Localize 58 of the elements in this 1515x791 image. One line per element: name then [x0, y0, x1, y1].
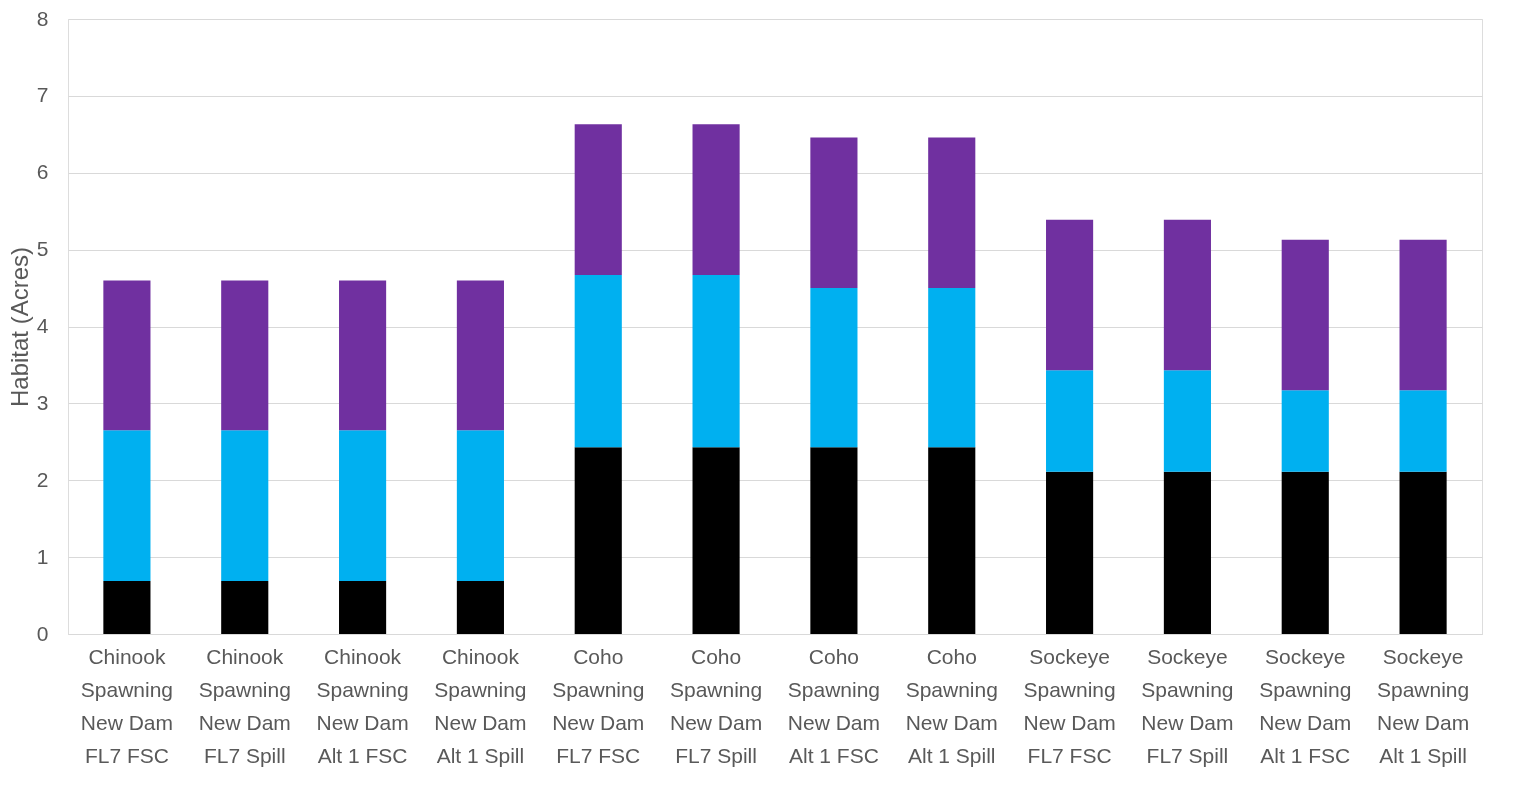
bar	[221, 280, 269, 431]
y-tick-label: 6	[36, 160, 49, 184]
bar	[1046, 471, 1094, 634]
bar	[692, 447, 740, 634]
bar	[1163, 471, 1211, 634]
x-tick-label: Sockeye Spawning New Dam Alt 1 FSC	[1259, 644, 1352, 767]
y-tick-label: 3	[36, 390, 49, 414]
x-tick-label: Sockeye Spawning New Dam FL7 FSC	[1023, 644, 1116, 767]
bar	[103, 580, 151, 634]
bar	[1281, 471, 1329, 634]
bar	[1399, 239, 1447, 391]
bar	[574, 274, 622, 448]
x-tick-label: Sockeye Spawning New Dam FL7 Spill	[1141, 644, 1234, 767]
bar	[339, 280, 387, 431]
bar	[1046, 370, 1094, 472]
bar	[1163, 370, 1211, 472]
bar	[456, 580, 504, 634]
bar	[574, 447, 622, 634]
bar	[221, 580, 269, 634]
y-tick-label: 1	[36, 544, 49, 568]
bar	[1399, 471, 1447, 634]
x-tick-label: Sockeye Spawning New Dam Alt 1 Spill	[1376, 644, 1470, 767]
bar	[1163, 219, 1211, 371]
x-tick-label: Coho Spawning New Dam Alt 1 Spill	[905, 644, 998, 767]
bar	[928, 447, 976, 634]
y-tick-label: 2	[36, 467, 49, 491]
bar	[928, 288, 976, 448]
y-tick-label: 0	[36, 621, 49, 645]
bar	[1046, 219, 1094, 371]
x-tick-label: Coho Spawning New Dam FL7 Spill	[669, 644, 763, 767]
bar	[928, 137, 976, 289]
bar	[692, 274, 740, 448]
y-tick-label: 8	[36, 6, 49, 30]
y-axis-title: Habitat (Acres)	[5, 246, 33, 408]
bar	[103, 280, 151, 431]
x-tick-label: Chinook Spawning New Dam FL7 FSC	[80, 644, 174, 767]
bar	[1281, 390, 1329, 472]
y-tick-label: 7	[36, 83, 49, 107]
bar	[339, 430, 387, 581]
x-tick-label: Chinook Spawning New Dam Alt 1 FSC	[316, 644, 409, 767]
bar	[456, 280, 504, 431]
bar	[810, 288, 858, 448]
bar	[1281, 239, 1329, 391]
bar	[810, 137, 858, 289]
bar	[339, 580, 387, 634]
bar	[1399, 390, 1447, 472]
bar	[692, 124, 740, 275]
x-tick-label: Chinook Spawning New Dam Alt 1 Spill	[434, 644, 527, 767]
x-tick-label: Chinook Spawning New Dam FL7 Spill	[198, 644, 291, 767]
bar	[574, 124, 622, 275]
x-tick-label: Coho Spawning New Dam FL7 FSC	[552, 644, 645, 767]
y-tick-label: 5	[36, 237, 49, 261]
bar	[221, 430, 269, 581]
bar	[456, 430, 504, 581]
x-tick-label: Coho Spawning New Dam Alt 1 FSC	[787, 644, 881, 767]
bar	[810, 447, 858, 634]
y-tick-label: 4	[36, 314, 49, 337]
bar	[103, 430, 151, 581]
